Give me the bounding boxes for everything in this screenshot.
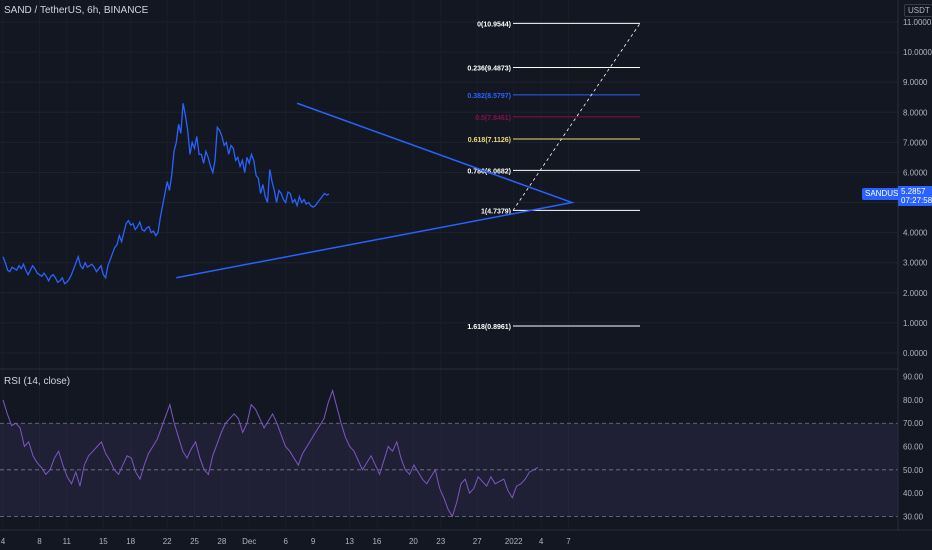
- fibonacci-retracement[interactable]: 0(10.9544) 0.236(9.4873) 0.382(8.5797) 0.5(…: [467, 21, 640, 331]
- time-tick-label: 7: [566, 537, 571, 546]
- last-price-box: 5.2857 07:27:58: [898, 185, 932, 206]
- time-tick-label: 4: [539, 537, 544, 546]
- time-tick-label: 25: [190, 537, 199, 546]
- rsi-pane: [0, 388, 898, 518]
- price-tick-label: 4.0000: [903, 229, 928, 238]
- rsi-tick-label: 50.00: [903, 466, 924, 475]
- fib-level-label: 1(4.7379): [481, 208, 511, 215]
- last-price-value: 5.2857: [901, 186, 926, 196]
- price-grid: [0, 21, 898, 354]
- price-tick-label: 3.0000: [903, 259, 928, 268]
- projection-dashed-line[interactable]: [512, 23, 641, 211]
- chart-title[interactable]: SAND / TetherUS, 6h, BINANCE: [4, 5, 149, 16]
- time-tick-label: 20: [409, 537, 418, 546]
- rsi-tick-label: 60.00: [903, 443, 924, 452]
- time-tick-label: 2022: [505, 537, 523, 546]
- fib-level-label: 0.5(7.8461): [475, 115, 511, 122]
- fib-level-label: 0.618(7.1126): [468, 137, 511, 144]
- price-tick-label: 0.0000: [903, 349, 928, 358]
- time-tick-label: 27: [473, 537, 482, 546]
- time-tick-label: 15: [99, 537, 108, 546]
- price-tick-label: 1.0000: [903, 319, 928, 328]
- time-tick-label: 9: [311, 537, 316, 546]
- time-tick-label: 22: [163, 537, 172, 546]
- time-tick-label: 18: [126, 537, 135, 546]
- price-series-line: [2, 103, 330, 285]
- time-tick-label: Dec: [242, 537, 256, 546]
- time-tick-label: 11: [63, 537, 72, 546]
- price-tick-label: 7.0000: [903, 138, 928, 147]
- rsi-tick-label: 70.00: [903, 419, 924, 428]
- rsi-title[interactable]: RSI (14, close): [4, 376, 71, 387]
- price-tick-label: 8.0000: [903, 108, 928, 117]
- time-tick-label: 8: [37, 537, 42, 546]
- rsi-axis[interactable]: 90.00 80.00 70.00 60.00 50.00 40.00 30.00: [903, 373, 924, 522]
- triangle-pattern[interactable]: [176, 102, 575, 279]
- fib-level-label: 0(10.9544): [477, 21, 511, 28]
- time-tick-label: 4: [1, 537, 6, 546]
- rsi-line: [2, 388, 539, 518]
- time-tick-label: 16: [372, 537, 381, 546]
- time-axis[interactable]: 4 8 11 15 18 22 25 28 Dec 6 9 13 16 20 23 27 2022 4 7: [1, 537, 571, 546]
- price-tick-label: 6.0000: [903, 168, 928, 177]
- rsi-tick-label: 30.00: [903, 512, 924, 521]
- rsi-tick-label: 80.00: [903, 396, 924, 405]
- time-tick-label: 23: [436, 537, 445, 546]
- triangle-outline: [176, 102, 575, 279]
- time-tick-label: 13: [345, 537, 354, 546]
- price-tick-label: 10.0000: [903, 48, 932, 57]
- price-tick-label: 9.0000: [903, 78, 928, 87]
- currency-label[interactable]: USDT: [904, 4, 932, 17]
- time-tick-label: 28: [217, 537, 226, 546]
- fib-level-label: 0.382(8.5797): [467, 93, 511, 100]
- fib-level-label: 0.236(9.4873): [467, 66, 511, 73]
- fib-level-label: 1.618(0.8961): [467, 324, 511, 331]
- price-tick-label: 2.0000: [903, 289, 928, 298]
- bar-countdown: 07:27:58: [901, 195, 932, 205]
- price-tick-label: 11.0000: [903, 18, 932, 27]
- time-tick-label: 6: [283, 537, 288, 546]
- rsi-tick-label: 40.00: [903, 489, 924, 498]
- rsi-tick-label: 90.00: [903, 373, 924, 382]
